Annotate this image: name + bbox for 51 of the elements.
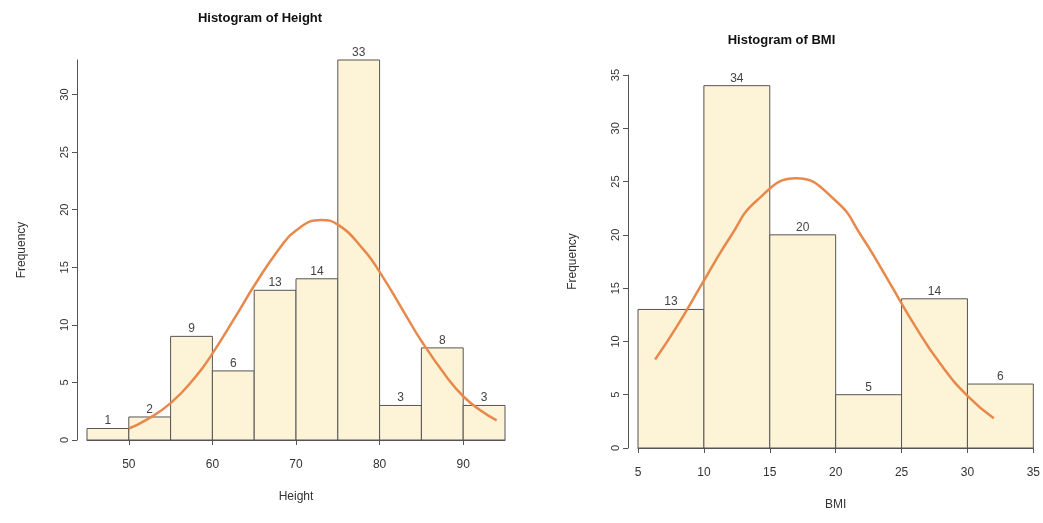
y-tick-label: 5 [608, 391, 621, 398]
data-label: 2 [146, 401, 154, 416]
data-label: 6 [229, 355, 237, 370]
y-axis-title: Frequency [565, 233, 579, 290]
x-tick-label: 60 [205, 457, 220, 471]
x-tick-label: 70 [289, 457, 303, 471]
y-tick-label: 25 [57, 146, 70, 159]
y-tick-label: 0 [57, 436, 70, 444]
data-label: 13 [664, 294, 678, 309]
y-tick-label: 30 [608, 122, 621, 135]
y-tick-label: 15 [57, 261, 70, 274]
line-series [127, 218, 498, 430]
data-label: 34 [730, 70, 744, 85]
data-label: 3 [397, 390, 405, 405]
y-tick-label: 35 [608, 68, 621, 82]
x-axis-title: BMI [824, 497, 847, 511]
line-series [653, 177, 996, 420]
y-tick-label: 5 [57, 379, 70, 386]
y-tick-label: 15 [608, 282, 621, 295]
data-label: 3 [480, 390, 488, 405]
chart-title: Histogram of BMI [727, 32, 836, 47]
x-tick-label: 30 [960, 465, 975, 479]
x-tick-label: 80 [372, 457, 387, 471]
y-tick-label: 25 [608, 175, 621, 188]
y-axis-title: Frequency [14, 221, 28, 279]
y-tick-label: 10 [57, 318, 70, 331]
data-label: 6 [997, 369, 1005, 384]
x-tick-label: 15 [763, 465, 777, 479]
y-tick-label: 20 [608, 228, 621, 241]
y-tick-label: 30 [57, 88, 70, 101]
data-label: 13 [268, 275, 283, 290]
data-label: 14 [927, 283, 942, 298]
y-tick-label: 20 [57, 203, 70, 216]
data-label: 33 [352, 45, 366, 59]
x-tick-label: 10 [697, 465, 711, 479]
y-tick-label: 0 [608, 444, 621, 452]
x-tick-label: 20 [828, 465, 843, 479]
x-axis-title: Height [278, 489, 315, 503]
data-label: 14 [310, 263, 324, 278]
data-label: 8 [438, 332, 446, 347]
chart-title: Histogram of Height [197, 10, 323, 25]
x-tick-label: 5 [634, 465, 642, 479]
y-tick-label: 10 [608, 335, 621, 348]
x-tick-label: 50 [122, 457, 136, 471]
data-label: 5 [865, 379, 873, 394]
x-tick-label: 90 [456, 457, 471, 471]
x-tick-label: 35 [1026, 465, 1041, 479]
data-label: 20 [796, 219, 810, 234]
x-tick-label: 25 [894, 465, 909, 479]
data-label: 1 [104, 413, 112, 428]
data-label: 9 [188, 321, 196, 336]
